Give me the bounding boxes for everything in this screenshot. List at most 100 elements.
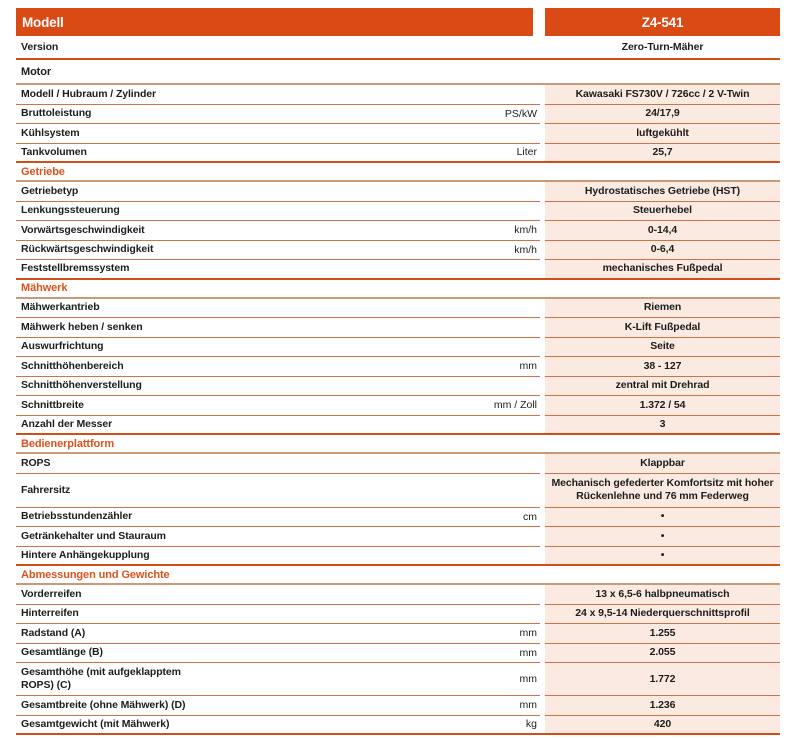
spec-row: Hinterreifen 24 x 9,5-14 Niederquerschnit…	[16, 604, 780, 624]
spec-value-cell: •	[545, 546, 780, 564]
spec-label: Anzahl der Messer	[21, 417, 113, 430]
spec-value-cell: Riemen	[545, 298, 780, 318]
spec-value: Zero-Turn-Mäher	[621, 41, 704, 53]
section-title: Bedienerplattform	[21, 437, 115, 450]
spec-unit: mm	[519, 646, 538, 659]
spec-value: 1.255	[649, 626, 676, 639]
spec-value: 24 x 9,5-14 Niederquerschnittsprofil	[575, 607, 750, 620]
spec-label: Tankvolumen	[21, 145, 87, 158]
spec-row: Feststellbremssystem mechanisches Fußpeda…	[16, 260, 780, 280]
header-column-gap	[533, 8, 545, 36]
spec-value: •	[660, 548, 665, 561]
section-title: Motor	[21, 65, 52, 78]
spec-value-cell: Kawasaki FS730V / 726cc / 2 V-Twin	[545, 85, 780, 105]
spec-value: 2.055	[649, 646, 676, 659]
spec-value-cell: luftgekühlt	[545, 124, 780, 144]
spec-label-cell: Gesamtbreite (ohne Mähwerk) (D) mm	[16, 696, 540, 716]
spec-unit: mm	[519, 673, 538, 685]
spec-label-cell: Getriebetyp	[16, 182, 540, 202]
spec-row: Mähwerk heben / senken K-Lift Fußpedal	[16, 318, 780, 338]
spec-label: Getränkehalter und Stauraum	[21, 529, 166, 542]
section-row: Mähwerk	[16, 280, 780, 299]
spec-value: 1.236	[649, 698, 676, 711]
spec-value-cell: zentral mit Drehrad	[545, 376, 780, 396]
spec-value-cell: K-Lift Fußpedal	[545, 318, 780, 338]
spec-label-cell: Schnitthöhenbereich mm	[16, 357, 540, 377]
spec-label: Gesamthöhe (mit aufgeklapptem ROPS) (C)	[21, 666, 181, 691]
spec-label-cell: Modell / Hubraum / Zylinder	[16, 85, 540, 105]
spec-unit: km/h	[514, 243, 537, 256]
spec-label-cell: Schnittbreite mm / Zoll	[16, 396, 540, 416]
spec-label-cell: Hintere Anhängekupplung	[16, 547, 540, 565]
header-model-name: Z4-541	[545, 8, 780, 36]
spec-label: Radstand (A)	[21, 626, 86, 639]
spec-label-cell: Tankvolumen Liter	[16, 144, 540, 162]
section-title: Getriebe	[21, 165, 65, 178]
spec-row: Fahrersitz Mechanisch gefederter Komforts…	[16, 473, 780, 508]
spec-value-cell: 24 x 9,5-14 Niederquerschnittsprofil	[545, 604, 780, 624]
spec-value-cell: Mechanisch gefederter Komfortsitz mit ho…	[545, 473, 780, 508]
spec-label-cell: Gesamtlänge (B) mm	[16, 644, 540, 663]
spec-value-cell: Klappbar	[545, 454, 780, 474]
spec-label-cell: Schnitthöhenverstellung	[16, 377, 540, 396]
section-title: Mähwerk	[21, 282, 68, 294]
spec-label-cell: Hinterreifen	[16, 605, 540, 624]
spec-row: Gesamtbreite (ohne Mähwerk) (D) mm 1.236	[16, 696, 780, 716]
spec-label: Schnitthöhenbereich	[21, 359, 124, 372]
spec-row: Hintere Anhängekupplung •	[16, 546, 780, 566]
spec-label: Gesamtbreite (ohne Mähwerk) (D)	[21, 698, 186, 711]
spec-value: 3	[659, 417, 666, 430]
spec-value: K-Lift Fußpedal	[624, 320, 701, 333]
spec-label-cell: Vorwärtsgeschwindigkeit km/h	[16, 221, 540, 241]
spec-label-cell: Bruttoleistung PS/kW	[16, 105, 540, 124]
spec-label: Schnitthöhenverstellung	[21, 379, 142, 392]
spec-label: Kühlsystem	[21, 126, 80, 139]
spec-label: Feststellbremssystem	[21, 262, 130, 275]
spec-row: Radstand (A) mm 1.255	[16, 624, 780, 644]
spec-value-cell: Hydrostatisches Getriebe (HST)	[545, 182, 780, 202]
spec-value-cell: 1.236	[545, 696, 780, 716]
spec-label-cell: Getränkehalter und Stauraum	[16, 527, 540, 547]
spec-row: Gesamthöhe (mit aufgeklapptem ROPS) (C) m…	[16, 663, 780, 696]
spec-row: Anzahl der Messer 3	[16, 415, 780, 435]
spec-label: Hinterreifen	[21, 607, 79, 620]
spec-unit: kg	[525, 718, 537, 731]
spec-value: Mechanisch gefederter Komfortsitz mit ho…	[551, 477, 774, 502]
spec-value: •	[660, 510, 665, 523]
spec-value: 13 x 6,5-6 halbpneumatisch	[595, 587, 730, 600]
section-row: Bedienerplattform	[16, 435, 780, 454]
spec-value: 0-14,4	[647, 223, 678, 236]
spec-label: Vorderreifen	[21, 587, 82, 600]
spec-rows: Version Zero-Turn-Mäher Motor Modell / Hubr…	[16, 37, 780, 735]
spec-label-cell: Rückwärtsgeschwindigkeit km/h	[16, 241, 540, 260]
spec-unit: mm	[519, 360, 538, 373]
spec-row: Vorwärtsgeschwindigkeit km/h 0-14,4	[16, 221, 780, 241]
spec-label-cell: Mähwerk heben / senken	[16, 318, 540, 338]
spec-row: Gesamtgewicht (mit Mähwerk) kg 420	[16, 715, 780, 735]
header-modell-label: Modell	[16, 8, 533, 36]
spec-row: Modell / Hubraum / Zylinder Kawasaki FS73…	[16, 85, 780, 105]
spec-unit: km/h	[514, 224, 537, 237]
spec-row: Schnitthöhenverstellung zentral mit Drehr…	[16, 376, 780, 396]
spec-row: Getränkehalter und Stauraum •	[16, 527, 780, 547]
spec-label: Rückwärtsgeschwindigkeit	[21, 243, 154, 256]
spec-value: Riemen	[643, 301, 682, 314]
spec-unit: mm	[519, 699, 538, 712]
spec-value-cell: 24/17,9	[545, 104, 780, 124]
spec-value-cell: •	[545, 507, 780, 527]
spec-value: luftgekühlt	[636, 126, 689, 139]
spec-value: Steuerhebel	[632, 204, 692, 217]
spec-label-cell: ROPS	[16, 454, 540, 474]
spec-value: Seite	[650, 340, 675, 353]
spec-label-cell: Gesamthöhe (mit aufgeklapptem ROPS) (C) m…	[16, 663, 540, 696]
spec-label: Schnittbreite	[21, 398, 84, 411]
spec-row: Getriebetyp Hydrostatisches Getriebe (HST…	[16, 182, 780, 202]
spec-value-cell: mechanisches Fußpedal	[545, 260, 780, 278]
spec-value-cell: 0-14,4	[545, 221, 780, 241]
spec-row: Betriebsstundenzähler cm •	[16, 507, 780, 527]
spec-row: Mähwerkantrieb Riemen	[16, 298, 780, 318]
spec-label: Mähwerk heben / senken	[21, 320, 143, 333]
spec-value: 1.772	[649, 672, 676, 685]
spec-label: Auswurfrichtung	[21, 340, 104, 353]
spec-label: Hintere Anhängekupplung	[21, 548, 150, 561]
